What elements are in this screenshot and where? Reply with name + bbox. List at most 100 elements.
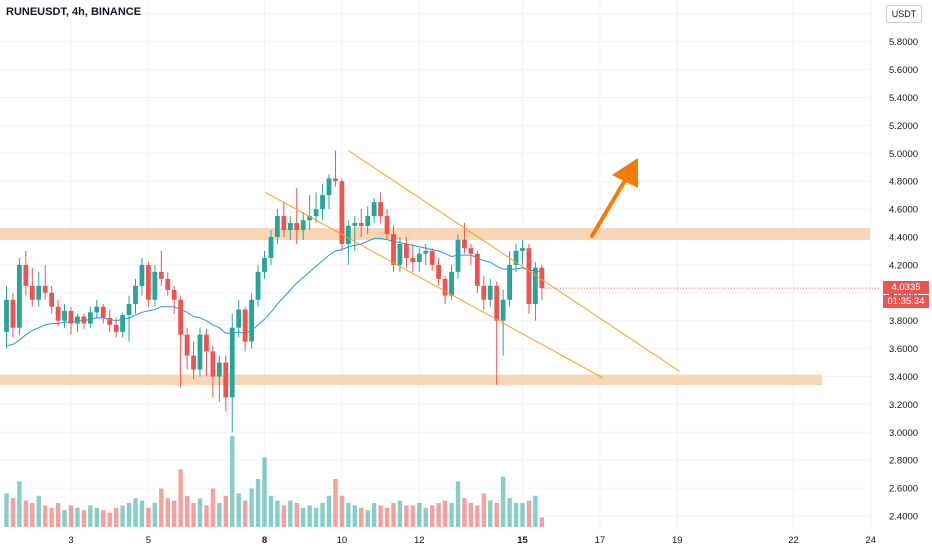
volume-bar (230, 435, 235, 527)
volume-bar (249, 488, 254, 527)
candle-body (513, 250, 519, 265)
volume-bar (430, 505, 435, 527)
candle-body (10, 299, 16, 328)
price-tick-label: 4.2000 (889, 260, 918, 271)
candle-body (242, 309, 248, 342)
candle-body (378, 202, 383, 217)
volume-bar (55, 503, 61, 527)
volume-bar (68, 505, 74, 527)
price-tick-label: 4.8000 (889, 177, 918, 188)
candle-body (404, 243, 409, 258)
candle-body (100, 306, 106, 318)
candle-body (507, 264, 512, 300)
candle-body (358, 223, 364, 226)
candle-body (391, 234, 396, 265)
candle-body (294, 223, 300, 231)
volume-bar (359, 507, 364, 527)
volume-bar (397, 500, 403, 527)
volume-bar (255, 479, 261, 527)
volume-bar (417, 503, 422, 527)
volume-bar (326, 495, 332, 527)
channel-upper-line (348, 150, 681, 372)
volume-bar (30, 503, 35, 527)
last-price-label: 4.0335 (883, 281, 929, 295)
time-tick-label: 12 (414, 535, 425, 546)
volume-bar (217, 503, 222, 527)
price-tick-label: 2.8000 (889, 456, 918, 467)
candle-body (300, 220, 306, 231)
candle-body (197, 334, 203, 370)
candle-body (152, 271, 158, 300)
candle-body (481, 285, 487, 300)
candle-body (275, 216, 280, 237)
candle-body (229, 327, 235, 398)
candle-body (87, 312, 93, 324)
time-tick-label: 3 (68, 535, 73, 546)
volume-bar (384, 507, 390, 527)
moving-average-line (6, 237, 543, 347)
candle-body (178, 299, 184, 335)
candle-body (4, 299, 9, 332)
volume-bar (43, 505, 48, 527)
volume-bar (468, 503, 474, 527)
volume-bar (146, 507, 151, 527)
volume-bar (17, 481, 22, 527)
candle-body (333, 178, 338, 182)
volume-bar (242, 500, 248, 527)
volume-bar (513, 503, 519, 527)
volume-bar (113, 507, 119, 527)
candle-body (75, 316, 80, 324)
currency-button[interactable]: USDT (886, 5, 922, 23)
breakout-arrow-shaft (590, 175, 629, 238)
volume-bar (262, 457, 267, 527)
price-tick-label: 5.8000 (889, 37, 918, 48)
candle-body (474, 253, 480, 286)
candle-body (539, 267, 545, 289)
candle-body (442, 278, 448, 296)
volume-bar (346, 503, 351, 527)
candle-body (320, 195, 325, 210)
price-tick-label: 5.6000 (889, 65, 918, 76)
candle-body (449, 271, 454, 296)
candle-body (352, 223, 358, 226)
candle-body (191, 355, 196, 370)
volume-bar (75, 507, 80, 527)
volume-bar (101, 510, 106, 527)
breakout-arrow-head (612, 158, 638, 188)
volume-bar (23, 500, 29, 527)
candle-body (49, 292, 55, 307)
volume-bar (507, 498, 512, 527)
volume-bar (94, 507, 99, 527)
volume-bar (481, 493, 486, 527)
volume-bar (197, 498, 203, 527)
candle-body (384, 216, 390, 235)
candle-body (165, 278, 171, 291)
candle-body (126, 303, 132, 316)
candle-body (255, 271, 261, 300)
price-tick-label: 3.4000 (889, 372, 918, 383)
volume-bar (126, 503, 132, 527)
candle-body (526, 248, 532, 304)
volume-bar (339, 495, 345, 527)
candle-body (158, 271, 164, 279)
volume-bar (10, 498, 16, 527)
candle-body (81, 316, 87, 324)
volume-bar (268, 495, 274, 527)
price-tick-label: 2.4000 (889, 512, 918, 523)
resistance-zone (0, 228, 870, 240)
volume-bar (475, 505, 480, 527)
volume-bar (62, 510, 67, 527)
candle-body (23, 264, 29, 286)
volume-bar (133, 498, 138, 527)
time-tick-label: 5 (146, 535, 151, 546)
candle-body (94, 306, 100, 313)
candle-body (262, 257, 267, 272)
support-zone (0, 374, 822, 386)
volume-bar (236, 493, 241, 527)
volume-bar (178, 469, 183, 527)
candle-body (216, 362, 222, 377)
candle-body (533, 267, 538, 304)
volume-bar (307, 505, 312, 527)
